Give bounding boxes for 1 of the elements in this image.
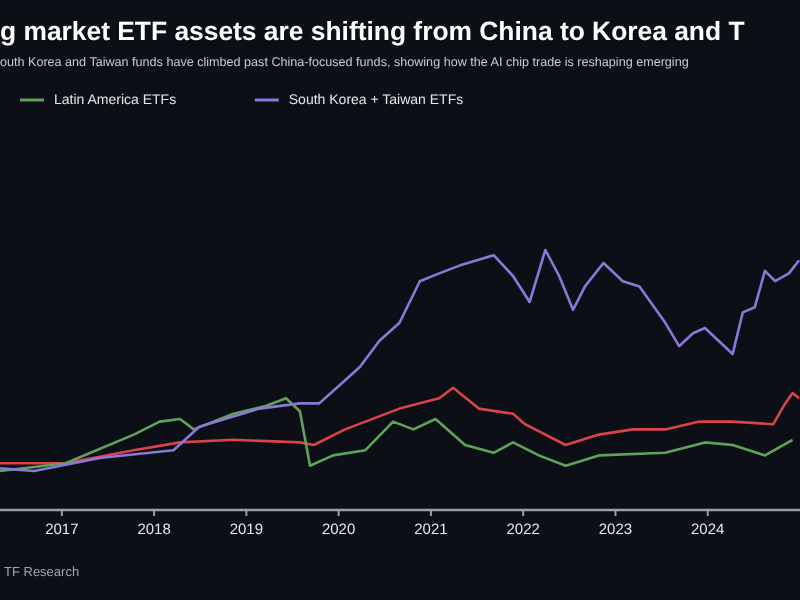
chart-title: g market ETF assets are shifting from China to Korea and T [0, 16, 745, 46]
